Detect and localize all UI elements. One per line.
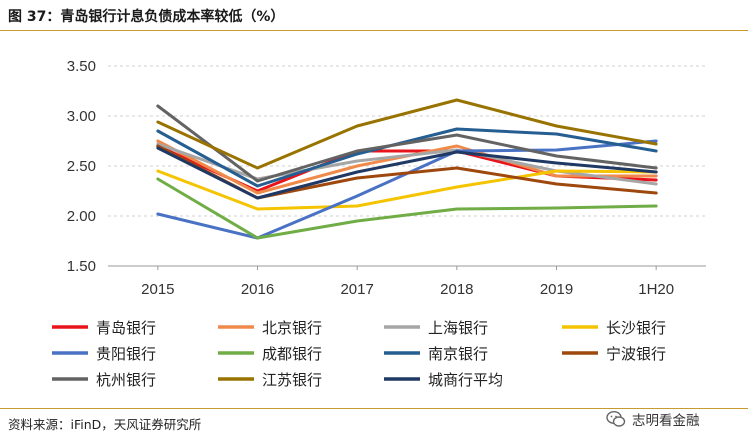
- legend-label: 南京银行: [428, 345, 488, 363]
- series-line-8: [156, 104, 658, 183]
- legend-label: 贵阳银行: [96, 345, 156, 363]
- legend-item: 北京银行: [218, 319, 322, 337]
- legend-item: 江苏银行: [218, 371, 322, 389]
- watermark: 志明看金融: [606, 404, 748, 434]
- legend-item: 宁波银行: [562, 345, 666, 363]
- legend-item: 城商行平均: [384, 371, 503, 389]
- source-note: 资料来源：iFinD，天风证券研究所: [8, 417, 202, 432]
- legend-label: 长沙银行: [606, 319, 666, 337]
- legend-item: 南京银行: [384, 345, 488, 363]
- y-axis-ticks: 3.50 3.00 2.50 2.00 1.50: [67, 58, 96, 275]
- legend-item: 成都银行: [218, 345, 322, 363]
- series-line-10: [156, 146, 658, 200]
- legend-label: 成都银行: [262, 345, 322, 363]
- series-lines: [156, 98, 658, 240]
- x-tick-label: 2018: [440, 281, 473, 298]
- legend-item: 杭州银行: [52, 371, 156, 389]
- y-tick-label: 1.50: [67, 258, 96, 275]
- legend-label: 城商行平均: [428, 371, 503, 389]
- series-line-9: [156, 98, 658, 170]
- legend-label: 北京银行: [262, 319, 322, 337]
- x-tick-label: 2016: [241, 281, 274, 298]
- legend-label: 杭州银行: [96, 371, 156, 389]
- wechat-logo-icon: [606, 410, 626, 427]
- figure-title: 图 37：青岛银行计息负债成本率较低（%）: [8, 9, 285, 25]
- legend-item: 贵阳银行: [52, 345, 156, 363]
- bottom-divider: [0, 408, 748, 409]
- legend-item: 上海银行: [384, 319, 488, 337]
- legend-label: 上海银行: [428, 319, 488, 337]
- x-tick-label: 2015: [141, 281, 174, 298]
- x-axis-ticks: 2015 2016 2017 2018 2019 1H20: [141, 266, 674, 298]
- x-tick-label: 1H20: [638, 281, 674, 298]
- series-line-5: [156, 177, 658, 240]
- y-tick-label: 3.50: [67, 58, 96, 75]
- legend-label: 青岛银行: [96, 319, 156, 337]
- y-tick-label: 3.00: [67, 108, 96, 125]
- series-line-2: [156, 142, 658, 186]
- legend-label: 江苏银行: [262, 371, 322, 389]
- watermark-text: 志明看金融: [632, 413, 700, 429]
- series-line-3: [156, 169, 658, 211]
- top-divider: [0, 30, 748, 31]
- legend-item: 长沙银行: [562, 319, 666, 337]
- x-tick-label: 2017: [340, 281, 373, 298]
- y-tick-label: 2.50: [67, 158, 96, 175]
- y-tick-label: 2.00: [67, 208, 96, 225]
- x-tick-label: 2019: [540, 281, 573, 298]
- legend-item: 青岛银行: [52, 319, 156, 337]
- legend-label: 宁波银行: [606, 345, 666, 363]
